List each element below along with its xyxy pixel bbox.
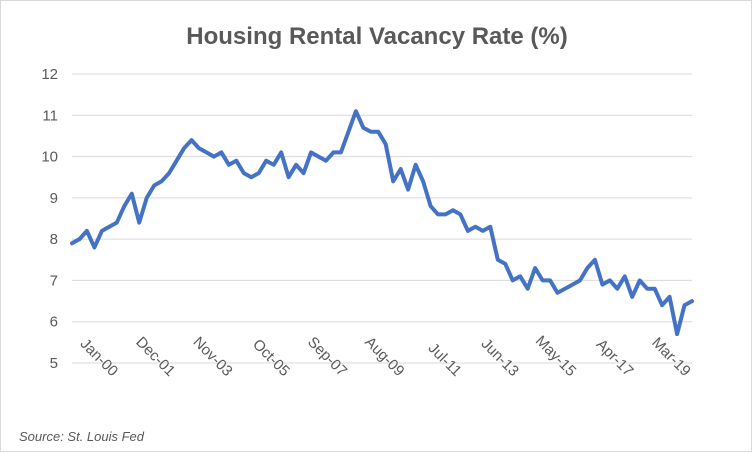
y-tick-label: 6: [50, 314, 58, 331]
y-tick-label: 5: [50, 355, 58, 372]
x-tick-label: Oct-05: [249, 336, 293, 380]
x-tick-label: Aug-09: [361, 334, 407, 380]
source-note: Source: St. Louis Fed: [19, 429, 145, 444]
x-tick-label: Jan-00: [77, 335, 121, 379]
x-tick-label: Dec-01: [132, 334, 178, 380]
series-line: [70, 109, 694, 337]
x-tick-label: May-15: [532, 332, 579, 379]
x-tick-label: Nov-03: [190, 334, 236, 380]
y-tick-label: 10: [41, 149, 58, 166]
y-tick-label: 7: [50, 272, 58, 289]
y-tick-label: 12: [41, 66, 58, 83]
y-tick-label: 9: [50, 190, 58, 207]
x-tick-label: Sep-07: [304, 334, 350, 380]
y-tick-label: 8: [50, 231, 58, 248]
x-tick-label: Mar-19: [648, 334, 694, 380]
y-tick-label: 11: [42, 107, 58, 124]
chart-title: Housing Rental Vacancy Rate (%): [186, 23, 568, 50]
x-tick-label: Jul-11: [425, 340, 465, 380]
x-tick-label: Jun-13: [478, 335, 522, 379]
x-tick-label: Apr-17: [593, 336, 637, 380]
